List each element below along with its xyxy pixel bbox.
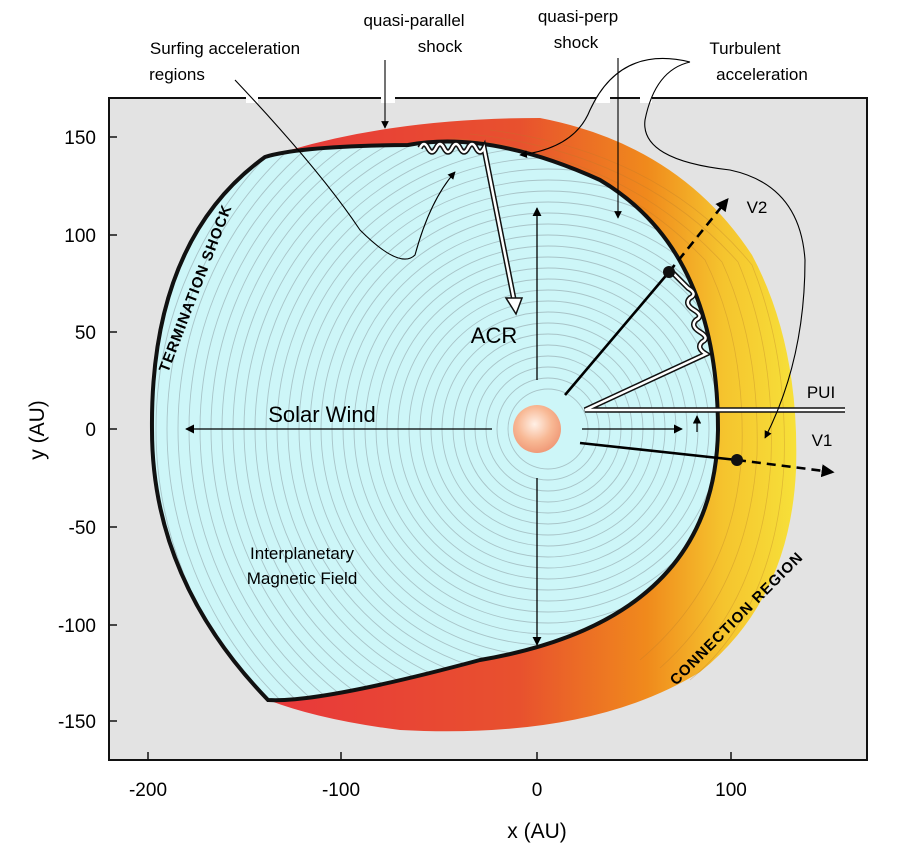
solar-wind-arrows [185,207,683,646]
frame-gap-3 [596,93,610,103]
y-axis-title: y (AU) [26,400,49,460]
y-tick-0: 0 [85,420,96,441]
v1-label: V1 [812,431,833,450]
imf-label-line2: Magnetic Field [247,569,358,588]
y-tick-minus50: -50 [69,518,96,539]
turbulent-label-line1: Turbulent [709,39,780,58]
y-tick-50: 50 [75,323,96,344]
x-tick-labels: -200 -100 0 100 [129,780,747,801]
y-tick-minus150: -150 [58,712,96,733]
turbulent-label-line2: acceleration [716,65,808,84]
acr-wave-inner [418,142,516,301]
frame-gap-2 [381,93,395,103]
v2-trajectory-solid [564,271,670,396]
quasi-perp-label-line1: quasi-perp [538,7,618,26]
quasi-parallel-label-line2: shock [418,37,463,56]
sun [513,405,561,453]
y-tick-100: 100 [64,226,96,247]
axis-ticks [109,136,732,760]
v1-trajectory-solid [579,441,738,462]
v2-dot [663,266,675,278]
turbulent-leader-2 [644,61,806,439]
pui-wave-inner [584,271,845,412]
imf-ring [166,141,718,701]
turbulent-leader-1 [519,58,691,158]
leader-lines [234,58,806,439]
x-tick-0: 0 [532,780,543,801]
pui-label: PUI [807,383,835,402]
x-tick-minus200: -200 [129,780,167,801]
imf-ring [155,141,718,701]
v2-trajectory-dashed [667,197,729,273]
y-tick-150: 150 [64,128,96,149]
v1-dot [731,454,743,466]
y-tick-minus100: -100 [58,616,96,637]
solar-wind-label: Solar Wind [268,402,376,427]
v1-trajectory-dashed [736,458,835,478]
surfing-leader [234,79,456,260]
quasi-parallel-label-line1: quasi-parallel [363,11,464,30]
imf-ring [177,141,718,701]
x-tick-100: 100 [715,780,747,801]
x-tick-minus100: -100 [322,780,360,801]
acr-label: ACR [471,323,517,348]
acr-arrowhead [504,297,524,316]
imf-label-line1: Interplanetary [250,544,354,563]
v2-label: V2 [747,198,768,217]
x-axis-title: x (AU) [507,820,567,843]
y-tick-labels: 150 100 50 0 -50 -100 -150 [58,128,96,733]
surfing-label-line1: Surfing acceleration [150,39,300,58]
surfing-label-line2: regions [149,65,205,84]
solar-wind-region [151,141,718,701]
quasi-perp-label-line2: shock [554,33,599,52]
frame-gap-4 [640,93,652,103]
